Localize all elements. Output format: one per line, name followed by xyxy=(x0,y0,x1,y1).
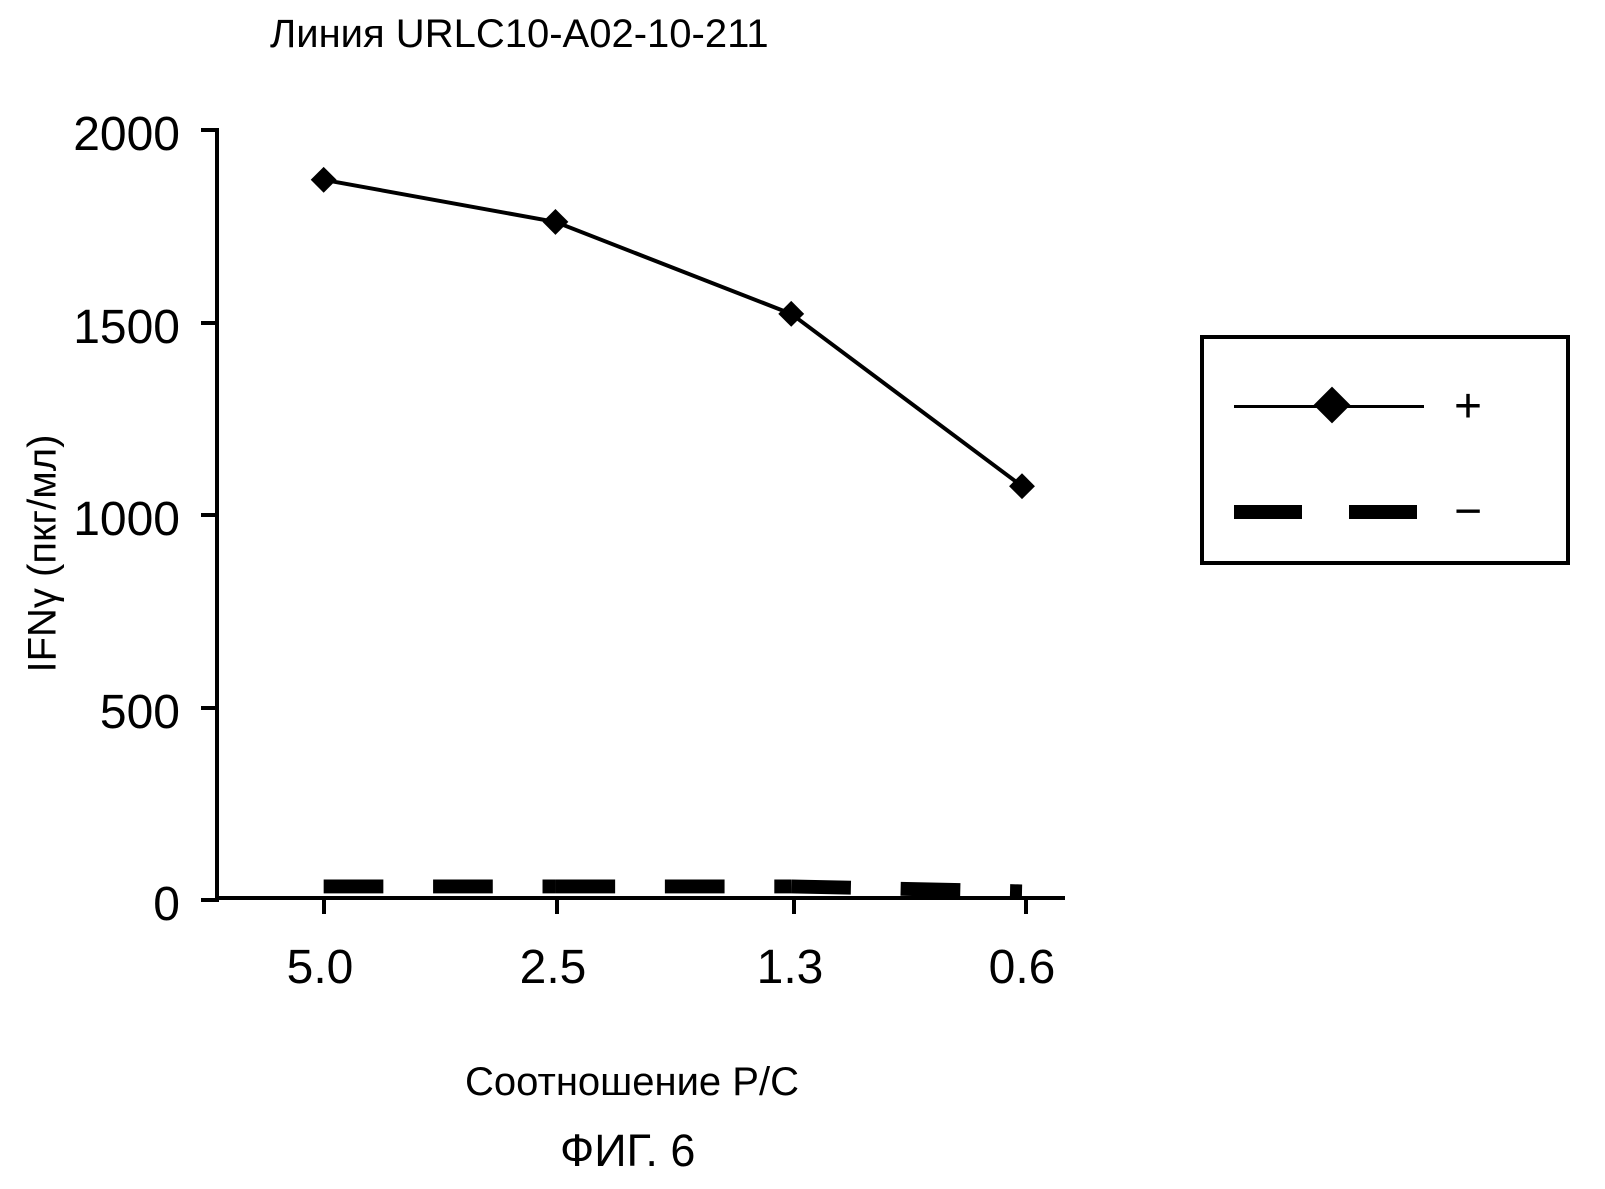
y-tick-label: 0 xyxy=(0,877,180,932)
figure-caption: ФИГ. 6 xyxy=(560,1125,695,1177)
x-tick-label: 0.6 xyxy=(982,940,1062,995)
x-tick-label: 5.0 xyxy=(280,940,360,995)
x-tick-label: 2.5 xyxy=(513,940,593,995)
y-axis-title: IFNγ (пкг/мл) xyxy=(21,435,66,673)
y-tick xyxy=(201,513,219,517)
series-plus-line xyxy=(324,180,1022,486)
x-tick-label: 1.3 xyxy=(750,940,830,995)
legend-item-minus: − xyxy=(1234,484,1482,539)
y-tick xyxy=(201,128,219,132)
y-tick-label: 2000 xyxy=(0,107,180,162)
plot-svg xyxy=(219,130,1065,896)
y-tick xyxy=(201,321,219,325)
legend-line-dash xyxy=(1234,505,1424,519)
x-axis-title: Соотношение Р/С xyxy=(465,1060,799,1105)
chart-title: Линия URLC10-A02-10-211 xyxy=(270,12,769,57)
x-tick xyxy=(322,896,326,914)
legend-line-solid xyxy=(1234,405,1424,408)
x-tick xyxy=(792,896,796,914)
legend-label-minus: − xyxy=(1454,484,1482,539)
figure-container: Линия URLC10-A02-10-211 2000 1500 1000 5… xyxy=(0,0,1605,1189)
series-plus-markers xyxy=(311,167,1035,499)
legend-item-plus: + xyxy=(1234,379,1482,434)
x-tick xyxy=(1024,896,1028,914)
legend-label-plus: + xyxy=(1454,379,1482,434)
diamond-marker-icon xyxy=(1314,387,1351,424)
series-minus-line xyxy=(324,886,1022,891)
legend: + − xyxy=(1200,335,1570,565)
x-tick xyxy=(555,896,559,914)
y-tick xyxy=(201,706,219,710)
y-tick xyxy=(201,898,219,902)
dash-segment xyxy=(1234,505,1302,519)
y-tick-label: 1500 xyxy=(0,300,180,355)
y-tick-label: 500 xyxy=(0,685,180,740)
plot-area xyxy=(215,130,1065,900)
dash-segment xyxy=(1349,505,1417,519)
